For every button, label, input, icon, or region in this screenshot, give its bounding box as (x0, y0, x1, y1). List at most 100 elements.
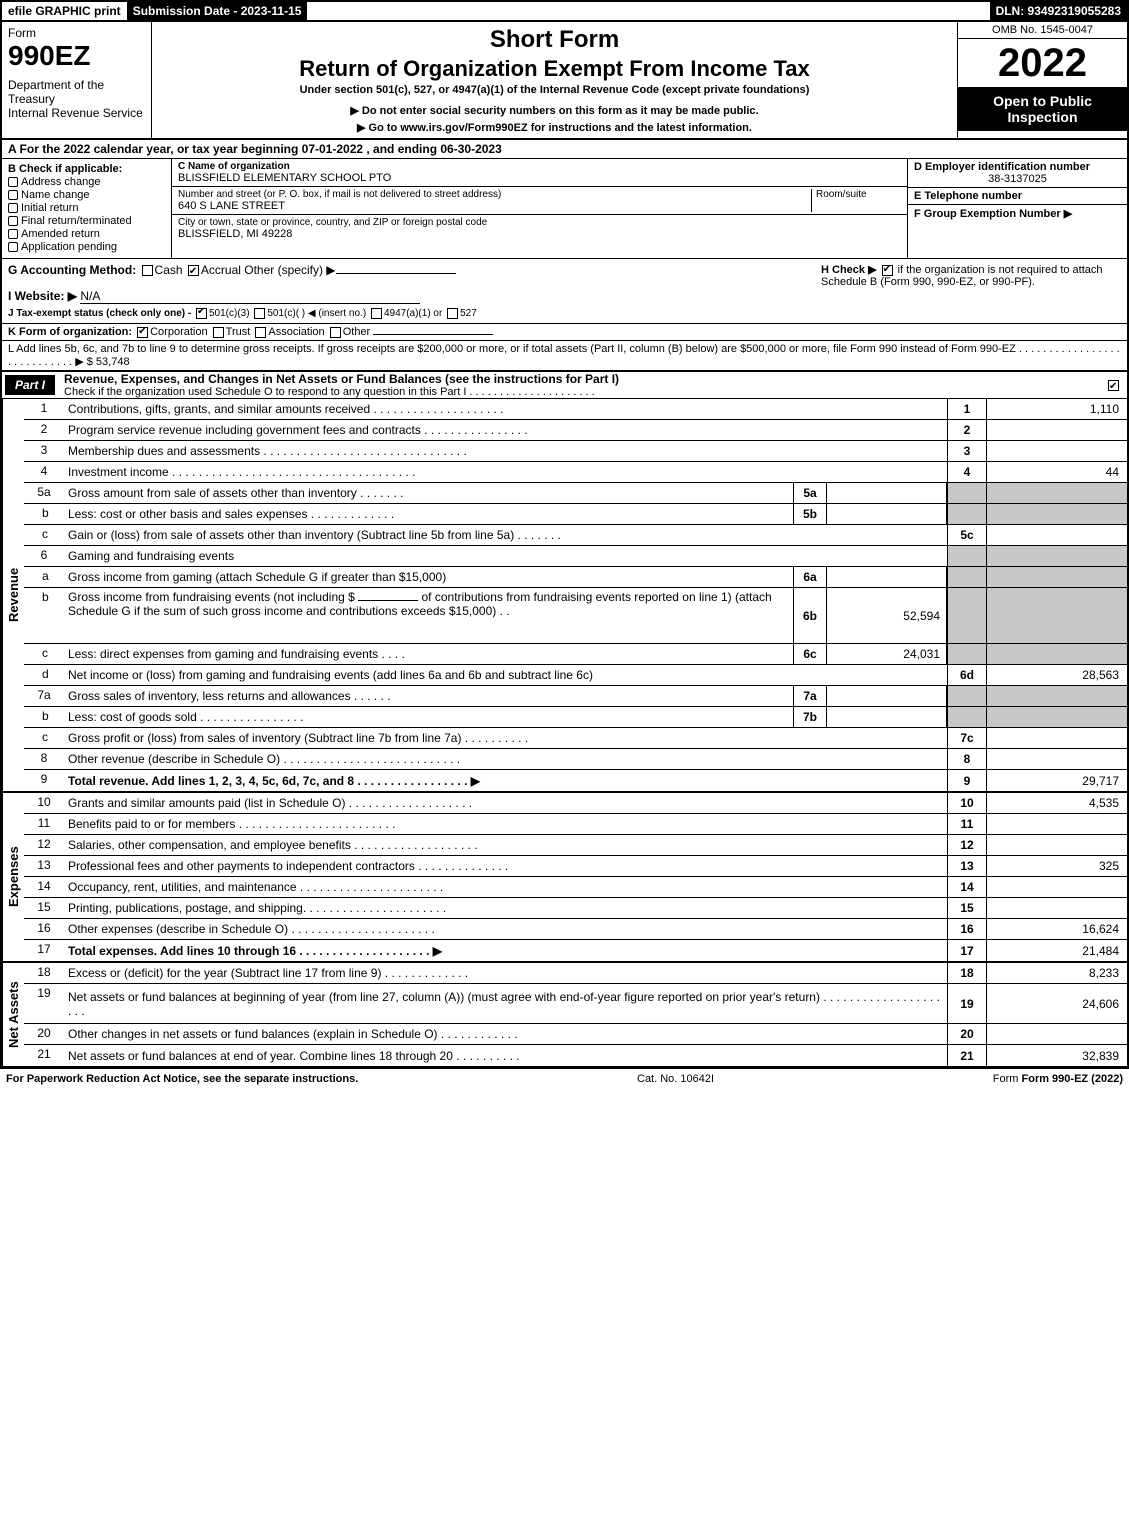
line-18: 18 Excess or (deficit) for the year (Sub… (24, 963, 1127, 984)
l5a-no: 5a (24, 483, 64, 503)
527-label: 527 (460, 308, 477, 319)
l6c-val-grey (987, 644, 1127, 664)
l5b-subval (827, 504, 947, 524)
b-label: B Check if applicable: (8, 163, 122, 175)
chk-cash[interactable] (142, 265, 153, 276)
l18-val: 8,233 (987, 963, 1127, 983)
line-7a: 7a Gross sales of inventory, less return… (24, 686, 1127, 707)
chk-initial-return[interactable]: Initial return (8, 202, 165, 214)
k-label: K Form of organization: (8, 326, 132, 338)
l20-val (987, 1024, 1127, 1044)
part-1-check[interactable] (1106, 378, 1127, 392)
l6c-subval: 24,031 (827, 644, 947, 664)
line-19: 19 Net assets or fund balances at beginn… (24, 984, 1127, 1024)
chk-address-change[interactable]: Address change (8, 176, 165, 188)
chk-amended-return[interactable]: Amended return (8, 228, 165, 240)
l19-desc: Net assets or fund balances at beginning… (64, 984, 947, 1023)
l10-val: 4,535 (987, 793, 1127, 813)
l6a-sub: 6a (793, 567, 827, 587)
l5a-desc: Gross amount from sale of assets other t… (64, 483, 793, 503)
chk-trust[interactable] (213, 327, 224, 338)
l11-rn: 11 (947, 814, 987, 834)
row-k: K Form of organization: Corporation Trus… (0, 323, 1129, 340)
line-10: 10 Grants and similar amounts paid (list… (24, 793, 1127, 814)
l6b-blank[interactable] (358, 600, 418, 601)
l6b-desc1: Gross income from fundraising events (no… (68, 590, 355, 604)
corp-label: Corporation (150, 326, 207, 338)
line-1: 1 Contributions, gifts, grants, and simi… (24, 399, 1127, 420)
chk-application-pending[interactable]: Application pending (8, 241, 165, 253)
l7a-subval (827, 686, 947, 706)
line-7c: c Gross profit or (loss) from sales of i… (24, 728, 1127, 749)
chk-527[interactable] (447, 308, 458, 319)
l21-no: 21 (24, 1045, 64, 1066)
l17-rn: 17 (947, 940, 987, 961)
chk-other-org[interactable] (330, 327, 341, 338)
chk-corporation[interactable] (137, 327, 148, 338)
l8-desc: Other revenue (describe in Schedule O) .… (64, 749, 947, 769)
efile-print[interactable]: efile GRAPHIC print (2, 2, 127, 20)
org-name: BLISSFIELD ELEMENTARY SCHOOL PTO (178, 172, 901, 184)
g-accounting-method: G Accounting Method: Cash Accrual Other … (8, 263, 821, 277)
l10-no: 10 (24, 793, 64, 813)
chk-name-change[interactable]: Name change (8, 189, 165, 201)
l7b-val-grey (987, 707, 1127, 727)
l8-rn: 8 (947, 749, 987, 769)
chk-accrual[interactable] (188, 265, 199, 276)
l2-desc: Program service revenue including govern… (64, 420, 947, 440)
l7b-subval (827, 707, 947, 727)
l3-no: 3 (24, 441, 64, 461)
d-ein-row: D Employer identification number 38-3137… (908, 159, 1127, 188)
l1-no: 1 (24, 399, 64, 419)
l4-val: 44 (987, 462, 1127, 482)
other-org-input[interactable] (373, 334, 493, 335)
l7c-desc: Gross profit or (loss) from sales of inv… (64, 728, 947, 748)
footer-mid: Cat. No. 10642I (637, 1073, 714, 1085)
l18-desc: Excess or (deficit) for the year (Subtra… (64, 963, 947, 983)
l7a-sub: 7a (793, 686, 827, 706)
other-org-label: Other (343, 326, 371, 338)
chk-name-change-label: Name change (21, 189, 90, 201)
room-suite-label: Room/suite (811, 189, 901, 212)
short-form-label: Short Form (160, 26, 949, 54)
part-1-header: Part I Revenue, Expenses, and Changes in… (0, 371, 1129, 399)
warning-link[interactable]: ▶ Go to www.irs.gov/Form990EZ for instru… (160, 121, 949, 134)
l14-no: 14 (24, 877, 64, 897)
city-label: City or town, state or province, country… (178, 217, 901, 228)
chk-501c3[interactable] (196, 308, 207, 319)
chk-final-return[interactable]: Final return/terminated (8, 215, 165, 227)
i-website: I Website: ▶ N/A (8, 289, 821, 304)
col-b-checkboxes: B Check if applicable: Address change Na… (2, 159, 172, 258)
l5c-rn: 5c (947, 525, 987, 545)
chk-4947[interactable] (371, 308, 382, 319)
l21-desc: Net assets or fund balances at end of ye… (64, 1045, 947, 1066)
chk-501c[interactable] (254, 308, 265, 319)
l2-rn: 2 (947, 420, 987, 440)
l6b-subval: 52,594 (827, 588, 947, 643)
l5c-no: c (24, 525, 64, 545)
footer-left: For Paperwork Reduction Act Notice, see … (6, 1073, 358, 1085)
l7b-sub: 7b (793, 707, 827, 727)
l6b-desc: Gross income from fundraising events (no… (64, 588, 793, 643)
line-8: 8 Other revenue (describe in Schedule O)… (24, 749, 1127, 770)
l4-rn: 4 (947, 462, 987, 482)
l13-no: 13 (24, 856, 64, 876)
l20-desc: Other changes in net assets or fund bala… (64, 1024, 947, 1044)
l12-val (987, 835, 1127, 855)
trust-label: Trust (226, 326, 251, 338)
l7b-no: b (24, 707, 64, 727)
l6a-subval (827, 567, 947, 587)
chk-schedule-b[interactable] (882, 265, 893, 276)
warning-ssn: ▶ Do not enter social security numbers o… (160, 104, 949, 117)
l7a-no: 7a (24, 686, 64, 706)
l16-val: 16,624 (987, 919, 1127, 939)
l7c-no: c (24, 728, 64, 748)
other-specify-input[interactable] (336, 273, 456, 274)
l6b-sub: 6b (793, 588, 827, 643)
chk-amended-return-label: Amended return (21, 228, 100, 240)
h-right: H Check ▶ if the organization is not req… (821, 263, 1121, 319)
chk-association[interactable] (255, 327, 266, 338)
c-name-row: C Name of organization BLISSFIELD ELEMEN… (172, 159, 907, 187)
l6c-no: c (24, 644, 64, 664)
l6a-rn-grey (947, 567, 987, 587)
